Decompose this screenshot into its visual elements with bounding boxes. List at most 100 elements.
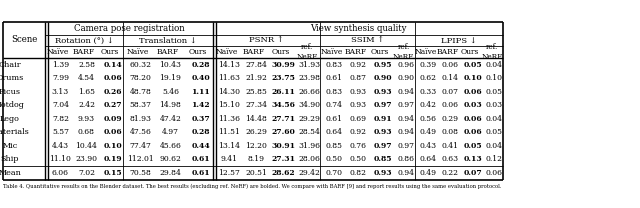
- Text: 11.10: 11.10: [49, 155, 72, 163]
- Text: BARF: BARF: [345, 48, 367, 56]
- Text: 13.14: 13.14: [218, 142, 240, 150]
- Text: 2.42: 2.42: [78, 101, 95, 109]
- Text: 78.20: 78.20: [129, 74, 152, 82]
- Text: 0.39: 0.39: [420, 61, 437, 69]
- Text: 4.43: 4.43: [52, 142, 69, 150]
- Text: 0.83: 0.83: [326, 61, 343, 69]
- Text: Naïve: Naïve: [321, 48, 343, 56]
- Text: 0.19: 0.19: [103, 155, 122, 163]
- Text: 34.90: 34.90: [298, 101, 321, 109]
- Text: 29.42: 29.42: [299, 169, 321, 177]
- Text: Ours: Ours: [271, 48, 290, 56]
- Text: 0.06: 0.06: [442, 61, 459, 69]
- Text: 14.30: 14.30: [218, 88, 240, 96]
- Text: 0.82: 0.82: [350, 169, 367, 177]
- Text: 0.97: 0.97: [397, 101, 415, 109]
- Text: 0.42: 0.42: [420, 101, 437, 109]
- Text: 0.63: 0.63: [442, 155, 459, 163]
- Text: ref.
NeRF: ref. NeRF: [296, 43, 317, 61]
- Text: ref.
NeRF: ref. NeRF: [393, 43, 414, 61]
- Text: 0.05: 0.05: [463, 142, 482, 150]
- Text: Ours: Ours: [189, 48, 207, 56]
- Text: 0.83: 0.83: [326, 88, 343, 96]
- Text: 0.93: 0.93: [373, 169, 392, 177]
- Text: 0.06: 0.06: [486, 169, 503, 177]
- Text: 0.06: 0.06: [463, 115, 482, 123]
- Text: 28.06: 28.06: [299, 155, 321, 163]
- Text: 1.42: 1.42: [191, 101, 210, 109]
- Text: 4.54: 4.54: [78, 74, 95, 82]
- Text: Table 4. Quantitative results on the Blender dataset. The best results (excludin: Table 4. Quantitative results on the Ble…: [3, 183, 502, 189]
- Text: 2.58: 2.58: [78, 61, 95, 69]
- Text: 23.90: 23.90: [76, 155, 97, 163]
- Text: Ours: Ours: [101, 48, 119, 56]
- Text: 30.99: 30.99: [271, 61, 295, 69]
- Text: 0.62: 0.62: [420, 74, 437, 82]
- Text: Ship: Ship: [1, 155, 19, 163]
- Text: 0.06: 0.06: [103, 128, 122, 136]
- Text: 0.76: 0.76: [350, 142, 367, 150]
- Text: 0.93: 0.93: [350, 88, 367, 96]
- Text: 0.92: 0.92: [350, 128, 367, 136]
- Text: 47.56: 47.56: [129, 128, 152, 136]
- Text: 0.05: 0.05: [486, 128, 503, 136]
- Text: 0.64: 0.64: [326, 128, 343, 136]
- Text: 0.64: 0.64: [420, 155, 437, 163]
- Text: 5.46: 5.46: [162, 88, 179, 96]
- Text: 0.14: 0.14: [103, 61, 122, 69]
- Text: 70.58: 70.58: [129, 169, 152, 177]
- Text: 27.31: 27.31: [271, 155, 295, 163]
- Text: 45.66: 45.66: [159, 142, 181, 150]
- Text: 0.96: 0.96: [397, 61, 415, 69]
- Text: LPIPS ↓: LPIPS ↓: [441, 36, 477, 45]
- Text: Ours: Ours: [371, 48, 389, 56]
- Text: 27.84: 27.84: [245, 61, 267, 69]
- Text: 34.56: 34.56: [271, 101, 295, 109]
- Text: 0.33: 0.33: [420, 88, 437, 96]
- Text: 0.43: 0.43: [420, 142, 437, 150]
- Text: 0.70: 0.70: [326, 169, 343, 177]
- Text: 0.14: 0.14: [442, 74, 459, 82]
- Text: 7.82: 7.82: [52, 115, 69, 123]
- Text: 9.41: 9.41: [221, 155, 237, 163]
- Text: 0.94: 0.94: [397, 128, 415, 136]
- Text: 0.93: 0.93: [373, 88, 392, 96]
- Text: 0.92: 0.92: [350, 61, 367, 69]
- Text: 0.09: 0.09: [103, 115, 122, 123]
- Text: Lego: Lego: [0, 115, 20, 123]
- Text: 27.71: 27.71: [271, 115, 295, 123]
- Text: 0.08: 0.08: [442, 128, 459, 136]
- Text: 1.65: 1.65: [78, 88, 95, 96]
- Text: 0.90: 0.90: [397, 74, 415, 82]
- Text: 0.90: 0.90: [373, 74, 392, 82]
- Text: 14.98: 14.98: [159, 101, 181, 109]
- Text: 0.26: 0.26: [103, 88, 122, 96]
- Text: Camera pose registration: Camera pose registration: [74, 24, 184, 33]
- Text: 0.15: 0.15: [103, 169, 122, 177]
- Text: 4.97: 4.97: [162, 128, 179, 136]
- Text: 47.42: 47.42: [159, 115, 181, 123]
- Text: 23.98: 23.98: [298, 74, 321, 82]
- Text: Chair: Chair: [0, 61, 21, 69]
- Text: 0.61: 0.61: [326, 74, 343, 82]
- Text: Mic: Mic: [3, 142, 18, 150]
- Text: 31.96: 31.96: [298, 142, 321, 150]
- Text: View synthesis quality: View synthesis quality: [310, 24, 406, 33]
- Text: 0.37: 0.37: [191, 115, 210, 123]
- Text: 0.91: 0.91: [373, 115, 392, 123]
- Text: Ficus: Ficus: [0, 88, 21, 96]
- Text: 0.10: 0.10: [486, 74, 503, 82]
- Text: 0.10: 0.10: [103, 142, 122, 150]
- Text: Naïve: Naïve: [415, 48, 437, 56]
- Text: 7.99: 7.99: [52, 74, 69, 82]
- Text: 112.01: 112.01: [127, 155, 154, 163]
- Text: 26.66: 26.66: [299, 88, 321, 96]
- Text: PSNR ↑: PSNR ↑: [249, 36, 284, 45]
- Text: 14.48: 14.48: [245, 115, 267, 123]
- Text: 26.29: 26.29: [245, 128, 267, 136]
- Text: 0.61: 0.61: [191, 155, 210, 163]
- Text: 27.60: 27.60: [271, 128, 295, 136]
- Text: 0.68: 0.68: [78, 128, 95, 136]
- Text: 0.03: 0.03: [486, 101, 503, 109]
- Text: 5.57: 5.57: [52, 128, 69, 136]
